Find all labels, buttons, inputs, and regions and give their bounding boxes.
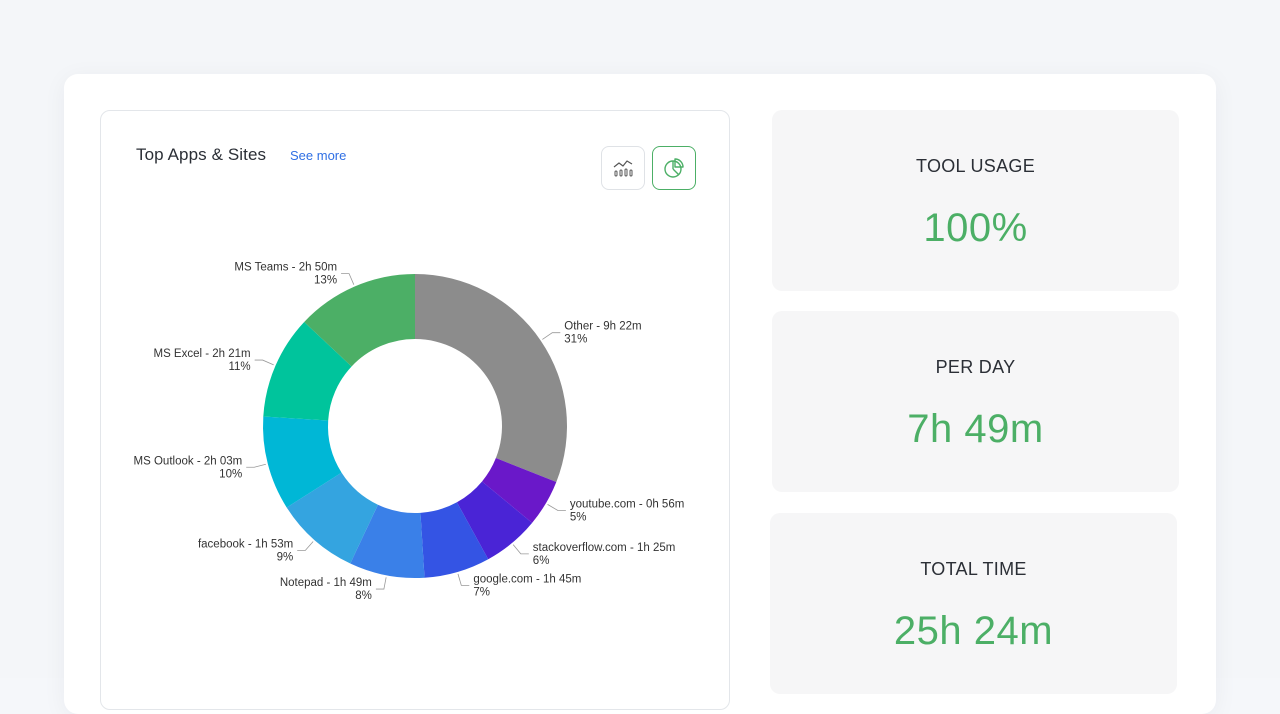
slice-percent-label: 7% xyxy=(473,586,490,598)
stat-card-tool-usage: TOOL USAGE 100% xyxy=(772,110,1179,291)
donut-slice[interactable] xyxy=(304,274,415,367)
stat-card-total-time: TOTAL TIME 25h 24m xyxy=(770,513,1177,694)
donut-slice[interactable] xyxy=(420,502,489,578)
slice-label: stackoverflow.com - 1h 25m xyxy=(533,542,676,554)
slice-percent-label: 31% xyxy=(564,334,587,346)
slice-label: MS Teams - 2h 50m xyxy=(234,262,337,274)
slice-leader-line xyxy=(375,577,387,590)
donut-slice[interactable] xyxy=(263,416,342,508)
stat-value: 25h 24m xyxy=(893,609,1054,653)
donut-slice[interactable] xyxy=(482,458,557,523)
see-more-link[interactable]: See more xyxy=(290,148,347,163)
slice-leader-line xyxy=(297,541,314,551)
slice-label: Other - 9h 22m xyxy=(564,321,641,333)
slice-percent-label: 13% xyxy=(314,275,337,287)
slice-leader-line xyxy=(512,544,529,555)
slice-leader-line xyxy=(457,573,470,586)
donut-slice[interactable] xyxy=(263,321,352,421)
slice-label: MS Excel - 2h 21m xyxy=(153,348,250,360)
slice-label: youtube.com - 0h 56m xyxy=(570,499,684,511)
line-chart-view-button[interactable] xyxy=(601,146,645,190)
slice-label: facebook - 1h 53m xyxy=(198,539,293,551)
donut-slice[interactable] xyxy=(415,274,567,482)
donut-slice[interactable] xyxy=(350,504,425,578)
stat-value: 100% xyxy=(923,206,1028,250)
slice-percent-label: 6% xyxy=(533,555,550,567)
stat-label: TOOL USAGE xyxy=(915,156,1036,176)
slice-label: google.com - 1h 45m xyxy=(473,573,581,585)
slice-percent-label: 10% xyxy=(219,468,242,480)
slice-leader-line xyxy=(254,359,274,366)
slice-percent-label: 8% xyxy=(355,590,372,602)
card-title: Top Apps & Sites xyxy=(136,145,267,164)
slice-label: Notepad - 1h 49m xyxy=(280,577,372,589)
donut-slice[interactable] xyxy=(286,472,378,564)
slice-percent-label: 9% xyxy=(277,552,294,564)
donut-slice[interactable] xyxy=(456,481,533,560)
stat-label: TOTAL TIME xyxy=(920,559,1027,579)
pie-chart-icon xyxy=(664,158,684,178)
slice-leader-line xyxy=(341,273,355,285)
slice-leader-line xyxy=(547,504,566,511)
slice-leader-line xyxy=(542,332,561,340)
stat-value: 7h 49m xyxy=(907,407,1044,451)
line-chart-icon xyxy=(613,160,633,177)
slice-percent-label: 5% xyxy=(570,512,587,524)
stat-label: PER DAY xyxy=(935,357,1016,377)
top-apps-card: Top Apps & Sites See more Other - 9h 22m… xyxy=(100,110,730,710)
slice-label: MS Outlook - 2h 03m xyxy=(134,455,243,467)
slice-leader-line xyxy=(246,463,266,468)
slice-percent-label: 11% xyxy=(228,361,250,373)
stat-card-per-day: PER DAY 7h 49m xyxy=(772,311,1179,492)
pie-chart-view-button[interactable] xyxy=(652,146,696,190)
